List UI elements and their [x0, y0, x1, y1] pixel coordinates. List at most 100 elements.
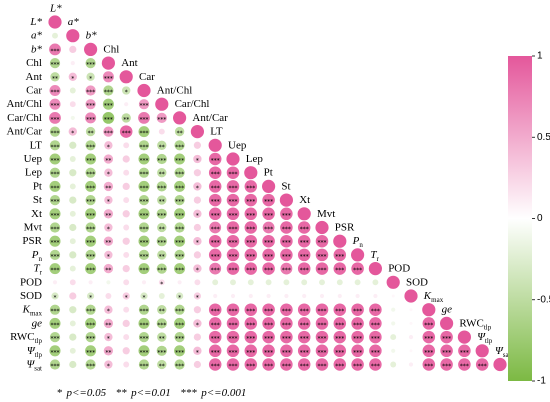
correlation-circle — [458, 344, 471, 358]
correlation-circle — [262, 221, 275, 234]
variable-label: Kmax — [22, 303, 43, 317]
significance-stars: ** — [105, 240, 111, 247]
significance-stars: *** — [51, 103, 60, 110]
variable-label: Uep — [24, 153, 43, 165]
significance-stars: ** — [105, 212, 111, 219]
significance-stars: ** — [105, 267, 111, 274]
correlation-circle — [138, 111, 150, 124]
significance-stars: *** — [157, 240, 166, 247]
significance-stars: *** — [353, 363, 362, 370]
variable-label-sub: sat — [34, 364, 42, 372]
correlation-circle — [226, 330, 240, 344]
significance-stars: * — [107, 144, 110, 151]
correlation-circle — [104, 305, 113, 314]
significance-stars: *** — [229, 199, 238, 206]
correlation-circle — [49, 235, 61, 247]
correlation-circle — [138, 331, 150, 343]
significance-stars: *** — [86, 171, 95, 178]
correlation-circle — [408, 335, 414, 340]
correlation-circle — [174, 167, 185, 178]
variable-label: Ant — [26, 70, 43, 82]
significance-stars: *** — [175, 349, 184, 356]
correlation-circle — [351, 262, 364, 275]
correlation-circle — [156, 153, 167, 165]
correlation-circle — [333, 234, 347, 248]
correlation-circle — [475, 358, 489, 371]
significance-stars: *** — [318, 336, 327, 343]
variable-label-sub: max — [431, 296, 444, 304]
correlation-circle — [262, 262, 275, 275]
variable-label: Uep — [228, 139, 247, 151]
variable-label: Mvt — [24, 221, 42, 233]
correlation-circle — [69, 87, 76, 94]
variable-label: a* — [31, 29, 43, 41]
correlation-circle — [138, 99, 150, 110]
significance-stars: ** — [105, 349, 111, 356]
significance-stars: *** — [264, 336, 273, 343]
variable-label: POD — [388, 262, 410, 274]
variable-label-main: Pt — [264, 166, 273, 178]
significance-stars: *** — [51, 48, 60, 55]
correlation-circle — [103, 318, 114, 329]
significance-stars: *** — [157, 116, 166, 123]
correlation-circle — [226, 152, 240, 166]
correlation-circle — [230, 279, 236, 286]
correlation-circle — [69, 279, 76, 286]
significance-stars: *** — [246, 185, 255, 192]
variable-label-main: a* — [68, 16, 80, 28]
significance-stars: *** — [86, 363, 95, 370]
correlation-circle — [85, 57, 96, 69]
correlation-circle — [49, 126, 61, 137]
significance-stars: *** — [353, 308, 362, 315]
significance-stars: *** — [51, 212, 60, 219]
significance-stars: * — [107, 199, 110, 206]
significance-stars: *** — [229, 336, 238, 343]
correlation-circle — [280, 330, 293, 344]
correlation-circle — [174, 180, 186, 192]
significance-stars: * — [196, 349, 199, 356]
correlation-circle — [123, 142, 130, 149]
correlation-circle — [493, 357, 507, 372]
correlation-circle — [49, 331, 61, 343]
correlation-circle — [141, 280, 147, 285]
correlation-circle — [208, 138, 222, 152]
significance-stars: *** — [157, 158, 166, 165]
correlation-circle — [85, 317, 97, 329]
significance-stars: *** — [282, 349, 291, 356]
correlation-circle — [123, 306, 130, 313]
correlation-circle — [280, 317, 293, 330]
correlation-circle — [138, 235, 150, 247]
variable-label-main: Car — [26, 84, 42, 96]
correlation-circle — [121, 113, 131, 123]
correlation-circle — [174, 153, 186, 165]
variable-label-main: L* — [49, 2, 62, 14]
significance-stars: *** — [104, 130, 113, 137]
significance-legend: ** p<=0.01 — [116, 387, 171, 399]
correlation-circle — [226, 193, 240, 207]
correlation-circle — [69, 292, 77, 300]
correlation-circle — [475, 344, 489, 358]
colorbar-tick-label: 0 — [537, 213, 543, 224]
significance-stars: *** — [175, 158, 184, 165]
correlation-circle — [440, 358, 453, 371]
correlation-circle — [174, 235, 186, 247]
variable-label: Pt — [264, 166, 273, 178]
correlation-circle — [422, 330, 436, 344]
significance-legend-label: p<=0.01 — [130, 387, 171, 399]
correlation-circle — [422, 358, 436, 371]
correlation-circle — [156, 263, 167, 274]
correlation-circle — [69, 320, 76, 327]
variable-label-main: Ant/Chl — [7, 98, 42, 110]
variable-label-main: Xt — [31, 207, 42, 219]
significance-stars: *** — [140, 212, 149, 219]
significance-stars: *** — [175, 144, 184, 151]
significance-stars: ** — [159, 171, 165, 178]
variable-label-main: Uep — [24, 153, 43, 165]
correlation-circle — [390, 334, 397, 341]
correlation-circle — [51, 292, 59, 300]
correlation-circle — [123, 279, 130, 286]
significance-stars: *** — [246, 336, 255, 343]
correlation-circle — [85, 140, 96, 151]
correlation-circle — [156, 345, 167, 356]
correlation-circle — [69, 347, 76, 354]
